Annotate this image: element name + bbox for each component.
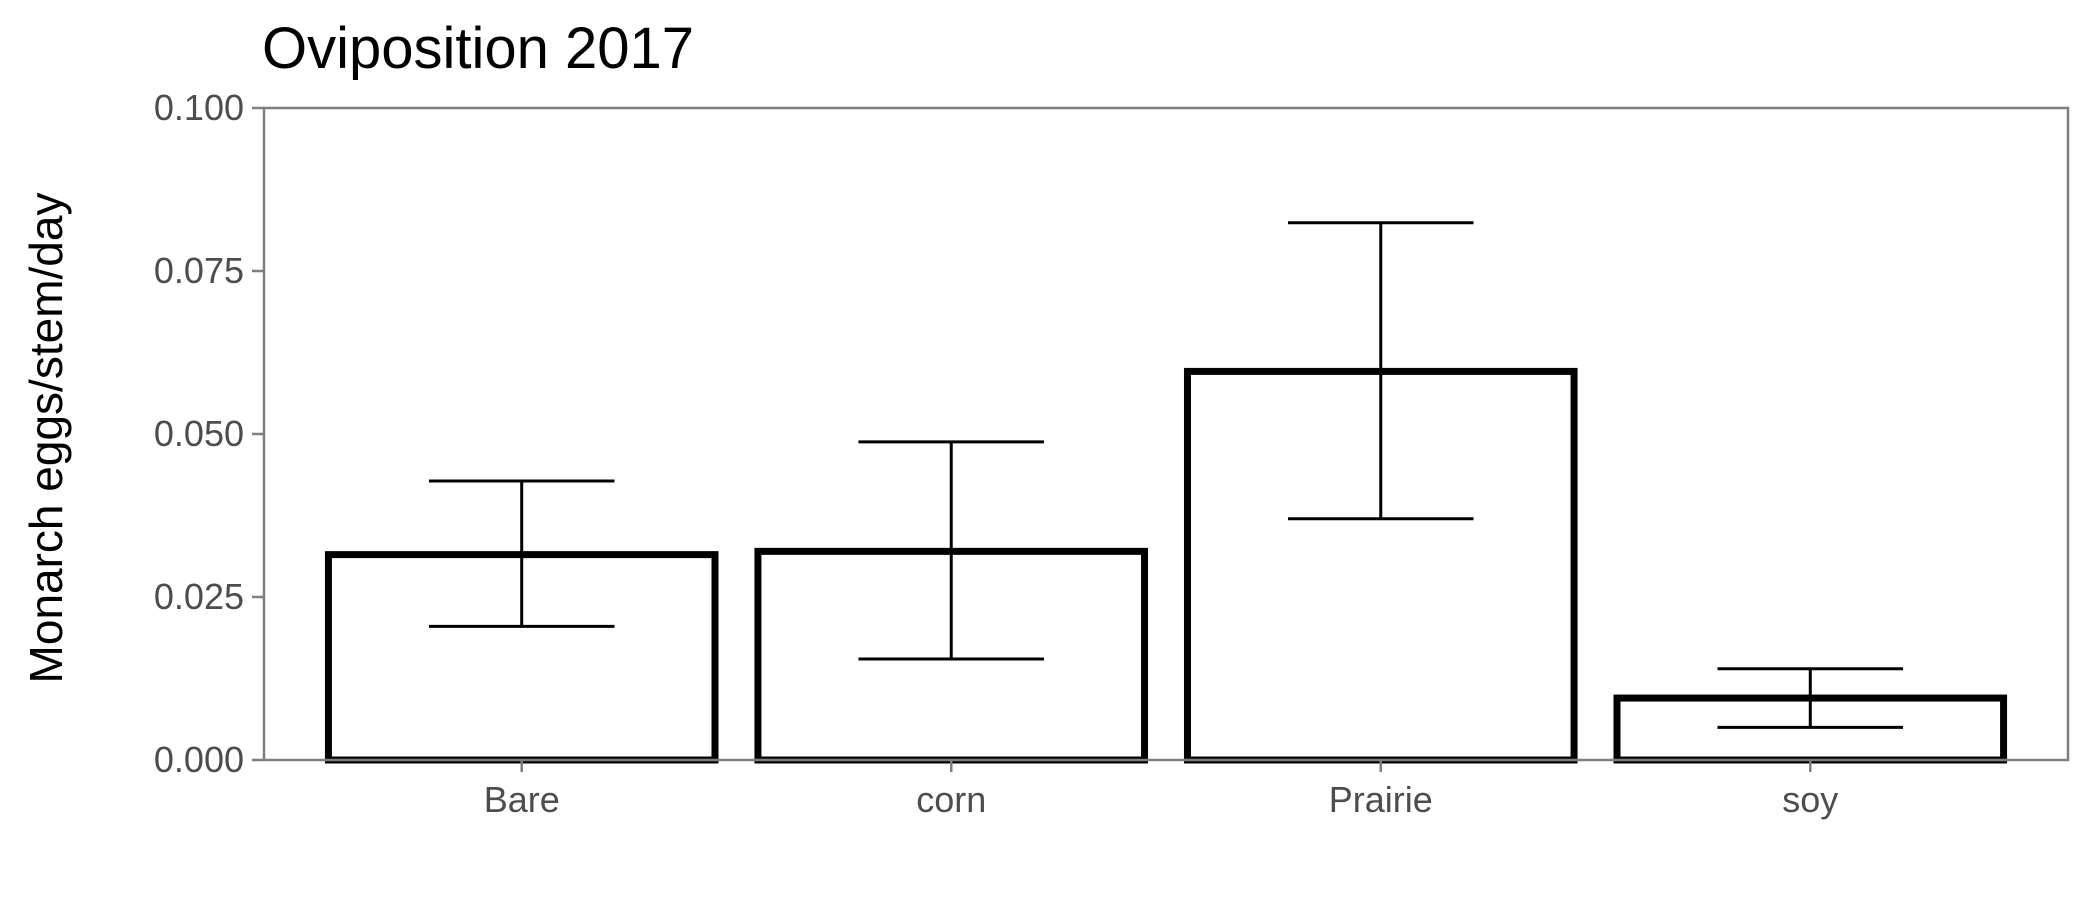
- error-bar-bare: [428, 479, 615, 628]
- x-axis: Bare corn Prairie soy: [484, 760, 1838, 820]
- y-tick-label: 0.000: [154, 739, 244, 780]
- y-axis-title: Monarch eggs/stem/day: [20, 193, 72, 684]
- x-tick-label-soy: soy: [1782, 779, 1838, 820]
- y-tick-label: 0.075: [154, 250, 244, 291]
- plot-panel-border: [262, 106, 2070, 762]
- error-bar-prairie: [1287, 221, 1474, 521]
- y-tick-label: 0.100: [154, 87, 244, 128]
- y-tick-label: 0.050: [154, 413, 244, 454]
- plot-area: [324, 221, 2008, 764]
- x-tick-label-bare: Bare: [484, 779, 560, 820]
- x-tick-label-prairie: Prairie: [1329, 779, 1433, 820]
- chart-title: Oviposition 2017: [262, 16, 694, 81]
- y-axis: 0.000 0.025 0.050 0.075 0.100: [154, 87, 264, 780]
- error-bar-soy: [1717, 667, 1904, 729]
- y-tick-label: 0.025: [154, 576, 244, 617]
- x-tick-label-corn: corn: [916, 779, 986, 820]
- error-bar-corn: [858, 440, 1045, 661]
